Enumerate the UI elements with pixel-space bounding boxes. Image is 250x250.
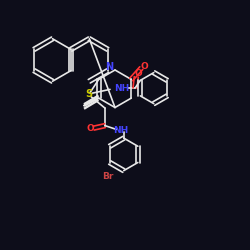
Text: N: N	[105, 62, 113, 72]
Text: Br: Br	[102, 172, 114, 180]
Text: O: O	[140, 62, 148, 70]
Text: NH: NH	[114, 84, 129, 92]
Text: NH: NH	[113, 126, 128, 135]
Text: O: O	[86, 124, 94, 132]
Text: O: O	[134, 68, 142, 78]
Text: S: S	[85, 90, 92, 99]
